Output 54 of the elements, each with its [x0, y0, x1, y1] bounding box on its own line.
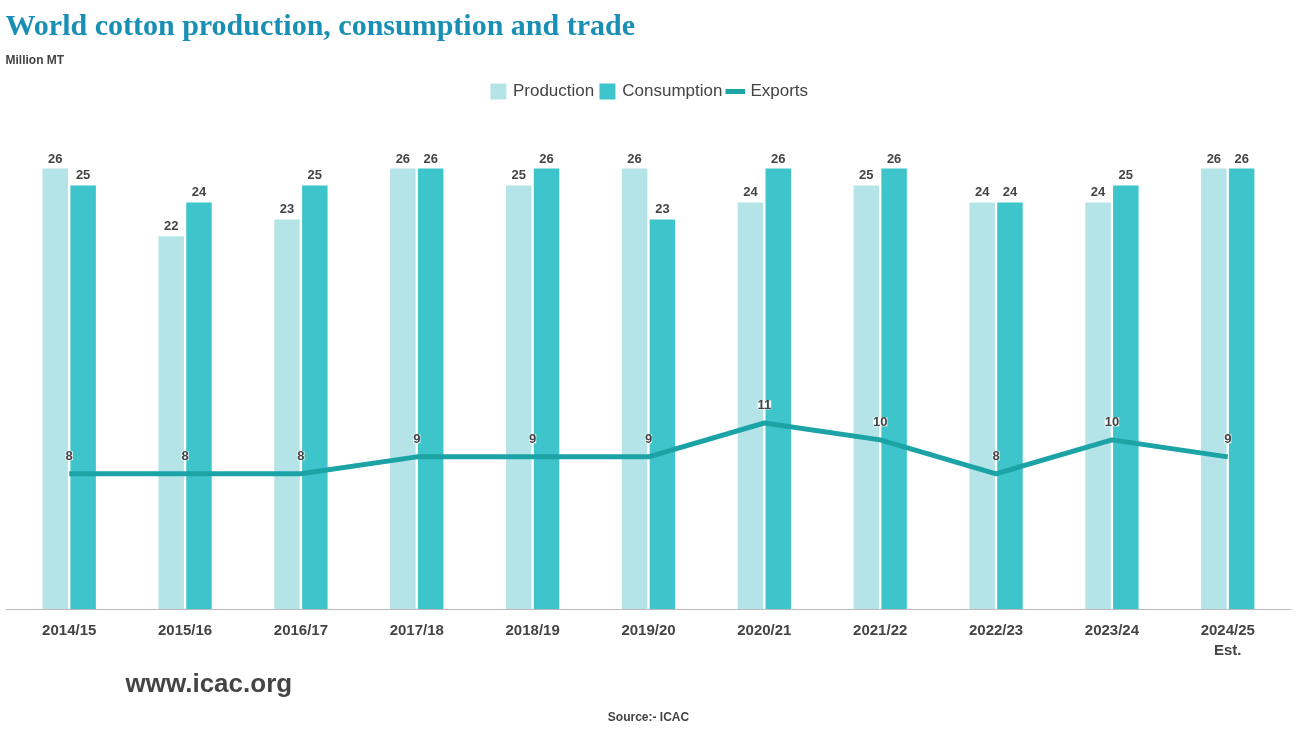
- data-label: 26: [423, 150, 438, 166]
- data-label: 10: [872, 414, 888, 430]
- data-label: 26: [1234, 150, 1249, 166]
- x-tick-label: 2019/20: [621, 620, 676, 638]
- data-label: 26: [886, 150, 902, 166]
- x-tick-label: 2022/23: [968, 620, 1024, 638]
- data-label: 26: [627, 150, 642, 166]
- data-label: 25: [1118, 167, 1134, 183]
- data-label: 24: [191, 184, 207, 200]
- data-label: 24: [974, 184, 991, 200]
- data-label: 9: [529, 431, 537, 447]
- bar: [969, 202, 995, 610]
- data-label: 25: [75, 167, 91, 183]
- data-label: 26: [48, 150, 63, 166]
- legend-label: Exports: [750, 81, 809, 101]
- x-tick-label: 2016/17: [273, 620, 329, 638]
- x-tick-label: 2021/22: [853, 620, 908, 638]
- data-label: 26: [1206, 150, 1222, 166]
- data-label: 8: [181, 448, 189, 464]
- data-label: 24: [1090, 184, 1107, 200]
- data-label: 26: [395, 150, 411, 166]
- text: www.icac.org: [124, 667, 293, 698]
- x-tick-label: 2023/24: [1084, 620, 1140, 638]
- x-tick-label: 2018/19: [505, 620, 560, 638]
- x-tick-label: 2017/18: [389, 620, 444, 638]
- data-label: 8: [992, 448, 1000, 464]
- data-label: 9: [644, 431, 653, 447]
- data-label: 25: [511, 167, 526, 183]
- data-label: 23: [279, 201, 295, 217]
- x-tick-label: 2014/15: [42, 620, 97, 638]
- data-label: 23: [655, 201, 670, 217]
- data-label: 11: [757, 397, 772, 413]
- data-label: 8: [297, 448, 305, 464]
- data-label: 8: [65, 448, 73, 464]
- data-label: 25: [859, 167, 874, 183]
- data-label: 9: [1224, 431, 1232, 447]
- chart-title: World cotton production, consumption and trade: [5, 7, 636, 41]
- source-note: Source:- ICAC: [607, 709, 690, 724]
- data-label: 9: [413, 431, 421, 447]
- bar: [158, 236, 184, 610]
- x-tick-label: 2024/25 Est.: [1200, 620, 1255, 658]
- data-label: 26: [771, 150, 786, 166]
- legend-label: Consumption: [622, 81, 723, 101]
- data-label: 24: [1002, 184, 1018, 200]
- x-tick-label: 2015/16: [157, 620, 213, 638]
- data-label: 22: [163, 218, 179, 234]
- data-label: 24: [743, 184, 759, 200]
- legend-label: Production: [512, 81, 595, 101]
- data-label: 10: [1104, 414, 1120, 430]
- text: Million MT: [5, 52, 65, 67]
- bar: [302, 185, 328, 610]
- x-tick-label: 2020/21: [737, 620, 792, 638]
- data-label: 26: [539, 150, 554, 166]
- data-label: 25: [307, 167, 323, 183]
